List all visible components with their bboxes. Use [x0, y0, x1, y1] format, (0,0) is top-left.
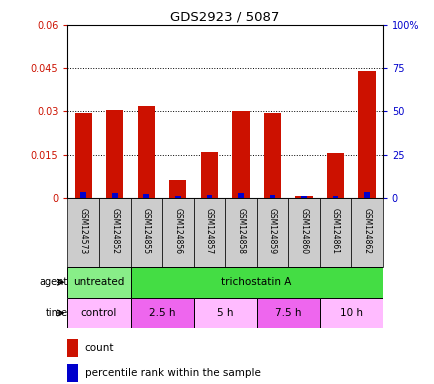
Bar: [319, 298, 382, 328]
Title: GDS2923 / 5087: GDS2923 / 5087: [170, 11, 279, 24]
Text: GSM124862: GSM124862: [362, 208, 371, 254]
Text: GSM124861: GSM124861: [330, 208, 339, 254]
Bar: [193, 198, 225, 267]
Text: GSM124856: GSM124856: [173, 208, 182, 254]
Bar: [67, 339, 78, 356]
Bar: [237, 193, 243, 198]
Text: count: count: [85, 343, 114, 353]
Bar: [99, 198, 130, 267]
Bar: [80, 192, 86, 198]
Bar: [351, 198, 382, 267]
Text: trichostatin A: trichostatin A: [221, 277, 291, 287]
Text: GSM124855: GSM124855: [141, 208, 151, 254]
Bar: [225, 198, 256, 267]
Bar: [174, 196, 180, 198]
Bar: [358, 71, 375, 198]
Text: control: control: [81, 308, 117, 318]
Bar: [363, 192, 369, 198]
Text: 7.5 h: 7.5 h: [274, 308, 301, 318]
Bar: [193, 298, 256, 328]
Text: 2.5 h: 2.5 h: [148, 308, 175, 318]
Bar: [169, 180, 186, 198]
Bar: [332, 196, 338, 198]
Bar: [67, 267, 130, 298]
Bar: [295, 196, 312, 198]
Bar: [232, 111, 249, 198]
Text: percentile rank within the sample: percentile rank within the sample: [85, 368, 260, 378]
Text: time: time: [45, 308, 67, 318]
Bar: [300, 196, 306, 198]
Text: 5 h: 5 h: [217, 308, 233, 318]
Bar: [288, 198, 319, 267]
Bar: [263, 113, 280, 198]
Bar: [130, 198, 162, 267]
Text: 10 h: 10 h: [339, 308, 362, 318]
Bar: [67, 298, 130, 328]
Bar: [256, 198, 288, 267]
Bar: [67, 198, 99, 267]
Bar: [130, 298, 193, 328]
Bar: [200, 152, 217, 198]
Text: agent: agent: [39, 277, 67, 287]
Bar: [130, 267, 382, 298]
Bar: [206, 195, 212, 198]
Text: GSM124859: GSM124859: [267, 208, 276, 254]
Text: GSM124860: GSM124860: [299, 208, 308, 254]
Text: GSM124852: GSM124852: [110, 208, 119, 254]
Text: GSM124857: GSM124857: [204, 208, 214, 254]
Bar: [67, 364, 78, 382]
Bar: [319, 198, 351, 267]
Bar: [137, 106, 155, 198]
Text: GSM124858: GSM124858: [236, 208, 245, 254]
Bar: [161, 198, 193, 267]
Bar: [74, 113, 92, 198]
Bar: [326, 153, 343, 198]
Text: GSM124573: GSM124573: [79, 208, 88, 254]
Bar: [143, 194, 149, 198]
Bar: [112, 194, 117, 198]
Text: untreated: untreated: [73, 277, 125, 287]
Bar: [269, 195, 275, 198]
Bar: [106, 110, 123, 198]
Bar: [256, 298, 319, 328]
